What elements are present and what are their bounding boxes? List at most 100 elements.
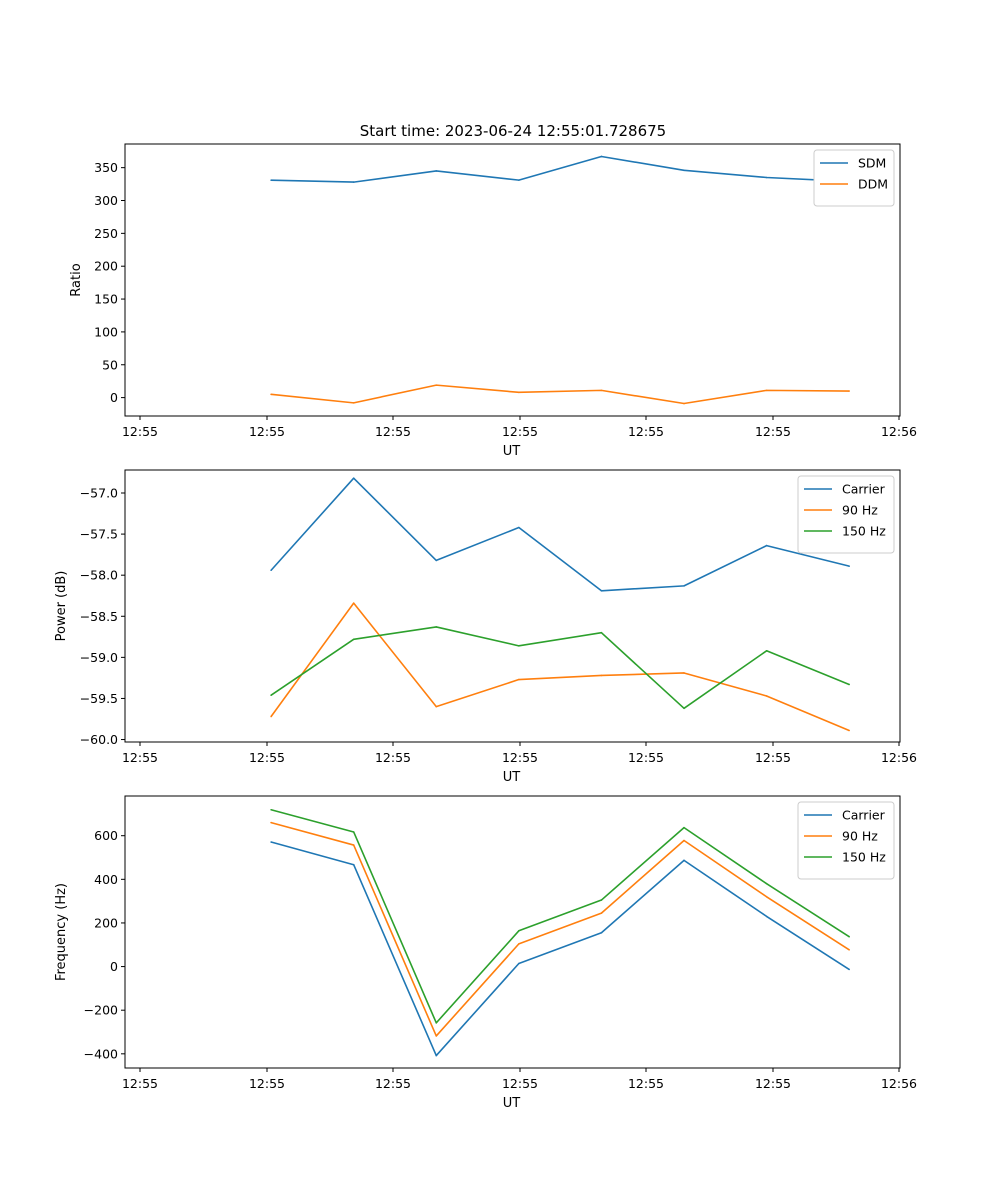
series-line — [270, 841, 850, 1057]
data-point — [765, 895, 768, 898]
x-tick-label: 12:55 — [375, 750, 411, 765]
x-tick-label: 12:55 — [375, 424, 411, 439]
legend-label: DDM — [858, 177, 888, 192]
y-tick-label: 200 — [94, 259, 118, 274]
y-tick-label: −59.5 — [80, 691, 118, 706]
data-point — [600, 589, 603, 592]
data-point — [270, 821, 272, 824]
series-line — [271, 384, 850, 405]
data-point — [435, 626, 438, 628]
data-point — [600, 155, 603, 158]
x-tick-label: 12:55 — [249, 750, 285, 765]
data-point — [518, 678, 520, 681]
data-point — [270, 569, 272, 572]
y-tick-label: 0 — [110, 390, 118, 405]
series-line — [270, 626, 850, 710]
y-axis-label: Power (dB) — [54, 571, 69, 642]
data-point — [683, 585, 685, 587]
legend: SDM DDM — [813, 149, 895, 207]
y-tick-label: 400 — [94, 872, 118, 887]
x-tick-label: 12:55 — [375, 1076, 411, 1091]
data-point — [683, 859, 685, 862]
y-tick-label: −58.0 — [80, 568, 118, 583]
data-point — [518, 179, 520, 181]
x-axis-label: UT — [503, 770, 521, 785]
data-point — [600, 631, 603, 634]
data-point — [683, 169, 685, 172]
data-point — [600, 931, 603, 934]
data-point — [352, 844, 355, 846]
y-tick-label: −57.5 — [80, 527, 118, 542]
legend-label: 150 Hz — [842, 850, 886, 865]
data-point — [600, 912, 603, 914]
data-point — [352, 477, 355, 480]
x-tick-label: 12:55 — [249, 424, 285, 439]
data-point — [848, 683, 850, 686]
legend-box — [813, 149, 895, 207]
x-tick-label: 12:55 — [502, 424, 538, 439]
x-tick-label: 12:55 — [628, 424, 664, 439]
data-point — [270, 179, 272, 181]
data-point — [435, 1022, 438, 1024]
data-point — [683, 672, 685, 674]
y-tick-label: 250 — [94, 226, 118, 241]
data-point — [600, 389, 603, 392]
data-point — [435, 705, 438, 708]
data-point — [765, 176, 768, 179]
x-tick-label: 12:55 — [122, 424, 158, 439]
data-point — [848, 948, 850, 951]
x-axis-label: UT — [503, 1096, 521, 1111]
legend-label: Carrier — [842, 482, 886, 497]
data-point — [765, 649, 768, 652]
data-point — [518, 526, 520, 529]
data-point — [518, 645, 520, 647]
data-point — [765, 695, 768, 697]
y-tick-label: −59.0 — [80, 650, 118, 665]
legend-label: 90 Hz — [842, 829, 878, 844]
data-point — [352, 602, 355, 604]
series-line — [270, 821, 850, 1037]
series-line — [270, 808, 850, 1024]
y-tick-label: −58.5 — [80, 609, 118, 624]
data-point — [683, 402, 685, 405]
y-axis-label: Frequency (Hz) — [54, 883, 69, 981]
x-tick-label: 12:56 — [881, 750, 917, 765]
data-point — [518, 930, 520, 932]
data-point — [765, 882, 768, 885]
data-point — [352, 181, 355, 183]
data-point — [518, 962, 520, 965]
data-point — [270, 715, 272, 718]
data-point — [765, 915, 768, 918]
y-tick-label: 600 — [94, 828, 118, 843]
subplot-2: −60.0 −59.5 −59.0 −58.5 −58.0 −57.5 −57.0 12:55… — [54, 469, 917, 785]
data-point — [270, 841, 272, 843]
x-tick-label: 12:55 — [502, 750, 538, 765]
y-tick-label: 50 — [102, 357, 118, 372]
data-point — [848, 390, 850, 392]
legend-label: 90 Hz — [842, 503, 878, 518]
data-point — [270, 694, 272, 696]
x-tick-label: 12:55 — [755, 424, 791, 439]
data-point — [435, 1035, 438, 1037]
y-tick-label: −60.0 — [80, 732, 118, 747]
data-point — [765, 544, 768, 547]
x-tick-label: 12:55 — [628, 750, 664, 765]
legend: Carrier 90 Hz 150 Hz — [797, 801, 895, 880]
x-tick-label: 12:56 — [881, 1076, 917, 1091]
x-tick-label: 12:55 — [122, 1076, 158, 1091]
x-tick-label: 12:55 — [755, 750, 791, 765]
legend-box — [797, 801, 895, 880]
data-point — [600, 674, 603, 677]
data-point — [765, 389, 768, 392]
data-point — [352, 402, 355, 404]
axes-frame — [124, 795, 901, 1069]
data-point — [683, 839, 685, 842]
data-point — [270, 393, 272, 396]
data-point — [848, 729, 850, 732]
data-point — [352, 863, 355, 866]
data-point — [435, 170, 438, 172]
y-tick-label: 200 — [94, 915, 118, 930]
subplot-1: 0 50 100 150 200 250 300 350 12:55 12:55 12:55 12:5… — [69, 143, 917, 459]
y-axis-label: Ratio — [69, 263, 84, 296]
y-tick-label: −57.0 — [80, 486, 118, 501]
